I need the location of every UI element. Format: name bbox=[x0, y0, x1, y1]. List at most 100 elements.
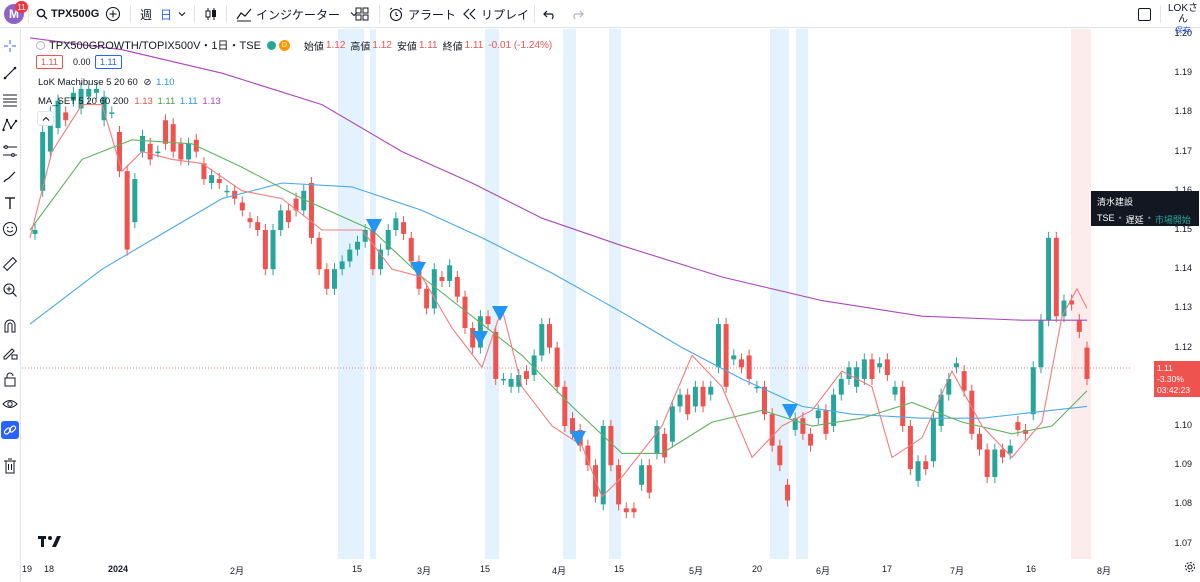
ruler-tool[interactable] bbox=[1, 255, 19, 273]
time-axis-label: 15 bbox=[480, 564, 491, 574]
time-axis-label: 15 bbox=[352, 564, 363, 574]
candle bbox=[815, 410, 821, 419]
candle bbox=[800, 418, 806, 434]
candle bbox=[731, 355, 737, 360]
pattern-tool[interactable] bbox=[1, 116, 19, 134]
candle bbox=[930, 418, 936, 462]
candle bbox=[984, 449, 990, 477]
time-axis-label: 2月 bbox=[230, 566, 245, 576]
price-axis-label: 1.20 bbox=[1174, 28, 1192, 38]
price-axis-label: 1.16 bbox=[1174, 184, 1192, 195]
search-icon bbox=[36, 8, 48, 20]
interval-day-button[interactable]: 日 bbox=[160, 0, 172, 28]
fib-tool[interactable] bbox=[1, 91, 19, 109]
candle bbox=[40, 132, 46, 191]
collapse-legend-button[interactable] bbox=[37, 111, 54, 126]
highlight-band bbox=[563, 29, 576, 559]
no-visibility-icon: ⊘ bbox=[143, 77, 152, 88]
axis-settings-button[interactable] bbox=[1182, 559, 1198, 575]
replay-button[interactable]: リプレイ bbox=[463, 0, 529, 28]
ma200-line bbox=[29, 37, 1087, 321]
tradingview-logo[interactable] bbox=[38, 535, 62, 554]
indicator-legend-1[interactable]: LoK Machibuse 5 20 60 ⊘ 1.10 bbox=[38, 77, 175, 88]
candle bbox=[55, 100, 61, 129]
layouts-button[interactable] bbox=[355, 0, 369, 28]
add-circle-icon bbox=[105, 6, 121, 22]
divider bbox=[1160, 5, 1161, 23]
indicators-button[interactable]: インジケーター bbox=[236, 0, 358, 28]
candle bbox=[362, 230, 368, 242]
candle bbox=[393, 218, 399, 230]
candle bbox=[124, 171, 130, 250]
candle bbox=[255, 222, 261, 230]
candle bbox=[562, 386, 568, 426]
visibility-tool[interactable] bbox=[1, 395, 19, 413]
candle bbox=[608, 426, 614, 466]
candle bbox=[216, 179, 222, 183]
candle bbox=[877, 363, 883, 368]
indicator-1-value: 1.10 bbox=[156, 77, 175, 88]
candle bbox=[785, 484, 791, 501]
price-chart[interactable] bbox=[22, 29, 1200, 582]
time-axis-label: 20 bbox=[752, 564, 763, 574]
candle bbox=[316, 237, 322, 270]
tooltip-status: 市場開始 bbox=[1154, 215, 1191, 225]
trendline-tool[interactable] bbox=[1, 64, 19, 82]
compare-button[interactable] bbox=[105, 0, 121, 28]
gear-icon bbox=[1185, 562, 1195, 572]
candle bbox=[201, 163, 207, 180]
time-axis-label: 8月 bbox=[1097, 566, 1112, 576]
highlight-band bbox=[338, 29, 364, 559]
save-button[interactable]: 保存 bbox=[1175, 26, 1191, 35]
sell-button[interactable]: 1.11 bbox=[36, 55, 63, 69]
redo-button[interactable] bbox=[570, 0, 584, 28]
candle bbox=[324, 269, 330, 289]
magnet-tool[interactable] bbox=[1, 317, 19, 335]
save-area[interactable]: LOKさん 保存 bbox=[1166, 3, 1200, 36]
brush-tool[interactable] bbox=[1, 168, 19, 186]
measure-lines-tool[interactable] bbox=[1, 142, 19, 160]
buy-button[interactable]: 1.11 bbox=[95, 55, 122, 69]
candle bbox=[723, 324, 729, 387]
indicator-1-name: LoK Machibuse 5 20 60 bbox=[38, 77, 138, 88]
tooltip-dot: • bbox=[1118, 213, 1122, 223]
lock-drawings-tool[interactable] bbox=[1, 343, 19, 361]
rewind-icon bbox=[463, 8, 476, 20]
crosshair-tool[interactable] bbox=[1, 37, 19, 55]
candle bbox=[746, 355, 752, 379]
candle bbox=[946, 378, 952, 395]
candle bbox=[224, 190, 230, 193]
candle bbox=[78, 88, 84, 109]
candle bbox=[293, 198, 299, 211]
candle bbox=[846, 367, 852, 379]
candle bbox=[508, 378, 514, 387]
remove-drawings-tool[interactable] bbox=[1, 457, 19, 475]
candle bbox=[792, 418, 798, 430]
link-tool[interactable] bbox=[1, 421, 19, 439]
candle bbox=[915, 461, 921, 481]
legend-title: TPX500GROWTH/TOPIX500V・1日・TSE bbox=[49, 40, 261, 52]
symbol-search[interactable]: TPX500G bbox=[36, 0, 99, 28]
sell-signal-arrow bbox=[570, 431, 586, 446]
redo-icon bbox=[573, 10, 584, 20]
candle bbox=[1053, 237, 1059, 317]
current-price-tag: 1.11 -3.30% 03:42:23 bbox=[1154, 361, 1200, 397]
candle bbox=[585, 445, 591, 466]
interval-dropdown[interactable] bbox=[178, 0, 186, 28]
text-tool[interactable] bbox=[1, 194, 19, 212]
zoom-tool[interactable] bbox=[1, 281, 19, 299]
lock-tool[interactable] bbox=[1, 370, 19, 388]
indicator-legend-2[interactable]: MA_SET 5 20 60 200 1.13 1.11 1.11 1.13 bbox=[38, 96, 221, 107]
candle bbox=[900, 386, 906, 426]
emoji-tool[interactable] bbox=[1, 220, 19, 238]
chart-pane[interactable]: TPX500GROWTH/TOPIX500V・1日・TSE D 始値 1.12 … bbox=[22, 28, 1200, 582]
interval-week-button[interactable]: 週 bbox=[140, 0, 152, 28]
undo-button[interactable] bbox=[543, 0, 557, 28]
candle bbox=[209, 175, 215, 183]
layout-checkbox[interactable] bbox=[1138, 0, 1151, 28]
candle bbox=[631, 508, 637, 513]
candle bbox=[861, 359, 867, 379]
symbol-tooltip: 清水建設 TSE • 遅延 • 市場開始 bbox=[1091, 191, 1199, 226]
alert-button[interactable]: アラート bbox=[388, 0, 456, 28]
chart-type-button[interactable] bbox=[203, 0, 219, 28]
